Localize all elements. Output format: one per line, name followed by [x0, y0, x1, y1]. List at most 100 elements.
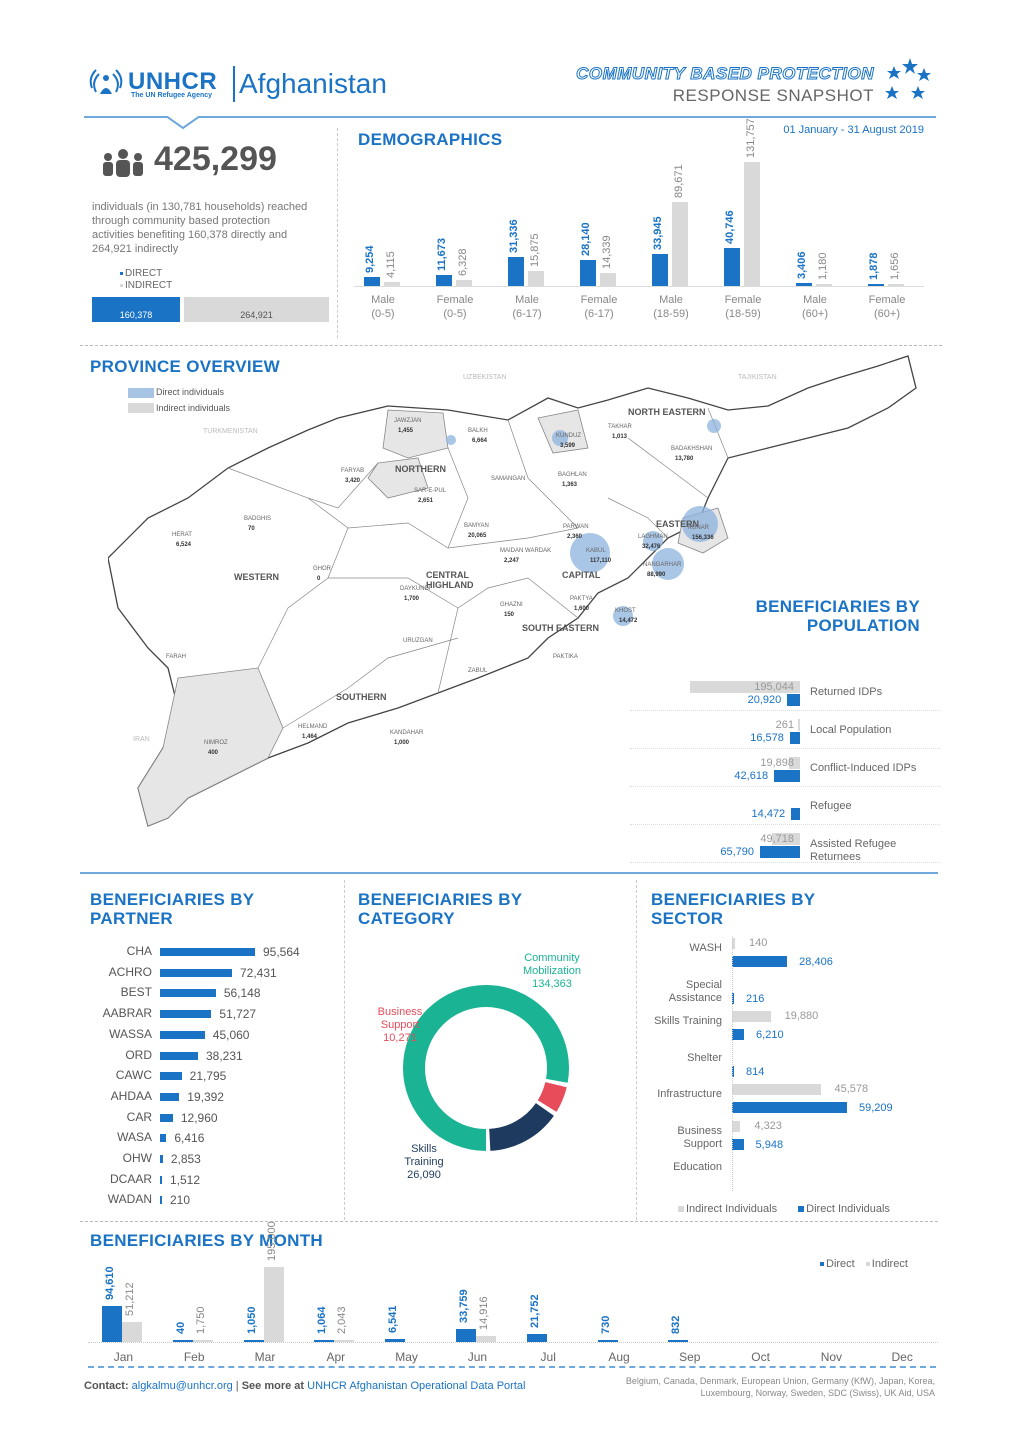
- legend-indirect-swatch: [120, 283, 123, 287]
- map-province-12: NANGARHAR: [643, 562, 682, 568]
- footer-contact: Contact: algkalmu@unhcr.org | See more a…: [84, 1380, 526, 1392]
- partner-name-1: ACHRO: [108, 964, 152, 979]
- partner-bar-11: [160, 1175, 162, 1184]
- month-direct-value-0: 94,610: [104, 1265, 116, 1300]
- sector-title-2: SECTOR: [651, 909, 724, 928]
- map-legend-direct-swatch: [128, 387, 154, 398]
- month-legend-direct-swatch: [820, 1262, 824, 1267]
- pop-label-2: Conflict-Induced IDPs: [810, 762, 917, 774]
- month-label-9: Oct: [751, 1350, 770, 1364]
- category-label-1: Business Support 10,271: [370, 1006, 430, 1045]
- demo-indirect-bar-7: [888, 284, 904, 286]
- afghanistan-map: [108, 355, 917, 827]
- demo-indirect-value-7: 1,656: [889, 252, 901, 280]
- map-province-20: KHOST: [615, 608, 636, 614]
- map-province-value-26: 1,464: [302, 734, 318, 740]
- map-province-value-14: 6,524: [176, 542, 192, 548]
- header-pointer-icon: [166, 116, 200, 130]
- partner-bar-3: [160, 1010, 212, 1019]
- map-province-2: KUNDUZ: [556, 433, 581, 439]
- map-region-7: SOUTHERN: [336, 692, 387, 702]
- sector-legend-direct-swatch: [798, 1206, 805, 1213]
- demo-indirect-value-0: 4,115: [385, 251, 397, 279]
- sector-label-6: Education: [673, 1161, 722, 1173]
- demo-indirect-value-3: 14,339: [601, 234, 613, 269]
- demo-sublabel-5: (18-59): [725, 308, 761, 320]
- pop-indirect-bar-1: [798, 719, 800, 731]
- sector-label-0: WASH: [689, 942, 722, 954]
- month-direct-value-8: 832: [670, 1315, 683, 1334]
- contact-email-link[interactable]: algkalmu@unhcr.org: [131, 1380, 233, 1392]
- country-name: Afghanistan: [239, 68, 387, 99]
- sector-label-5: Business: [677, 1124, 722, 1137]
- map-province-value-18: 150: [504, 612, 515, 618]
- pop-direct-bar-0: [787, 694, 800, 706]
- map-province-15: GHOR: [313, 566, 331, 572]
- header-rule: [84, 116, 936, 118]
- category-arc-0: [403, 985, 569, 1151]
- partner-bar-0: [160, 948, 255, 956]
- map-legend-indirect-swatch: [128, 403, 154, 414]
- demo-indirect-value-2: 15,875: [529, 233, 541, 268]
- demo-label-6: Male: [803, 294, 827, 306]
- map-province-value-3: 1,013: [612, 434, 628, 440]
- pop-label-1: Local Population: [810, 724, 892, 736]
- map-province-26: HELMAND: [298, 724, 328, 730]
- sector-legend-indirect-swatch: [678, 1206, 684, 1213]
- month-label-1: Feb: [183, 1350, 205, 1364]
- map-province-value-5: 3,420: [345, 478, 361, 484]
- map-province-value-28: 32,476: [642, 544, 661, 550]
- month-legend-indirect-swatch: [865, 1262, 870, 1267]
- month-label-3: Apr: [326, 1350, 346, 1364]
- demo-direct-value-5: 40,746: [724, 209, 736, 244]
- demo-label-7: Female: [868, 294, 906, 306]
- partner-bar-10: [160, 1155, 163, 1163]
- map-province-8: BAGHLAN: [558, 472, 587, 478]
- demo-sublabel-0: (0-5): [371, 308, 395, 320]
- sector-indirect-bar-5: [732, 1120, 741, 1132]
- category-label-1-value: 10,271: [383, 1032, 417, 1044]
- partner-bar-4: [160, 1030, 205, 1039]
- map-province-5: FARYAB: [341, 468, 365, 474]
- map-province-4: BADAKHSHAN: [671, 446, 713, 452]
- demo-direct-value-3: 28,140: [580, 221, 592, 256]
- month-direct-bar-1: [172, 1340, 193, 1342]
- demo-indirect-value-1: 6,328: [457, 248, 469, 277]
- demo-indirect-value-5: 131,757: [745, 118, 757, 158]
- pop-label-3: Refugee: [810, 800, 852, 812]
- partner-bar-1: [160, 968, 232, 977]
- demo-direct-value-1: 11,673: [436, 237, 448, 271]
- sector-indirect-value-2: 19,880: [784, 1010, 819, 1022]
- map-region-0: NORTH EASTERN: [628, 407, 706, 417]
- pop-direct-value-0: 20,920: [747, 694, 782, 706]
- kpi-split-bar: 160,378 264,921: [92, 297, 329, 322]
- map-legend-indirect: Indirect individuals: [156, 402, 231, 413]
- map-province-value-0: 1,455: [398, 428, 414, 434]
- map-province-16: MAIDAN WARDAK: [500, 548, 552, 554]
- month-indirect-bar-2: [263, 1267, 284, 1342]
- pop-direct-bar-4: [760, 846, 800, 858]
- map-province-18: GHAZNI: [500, 602, 523, 608]
- demo-axis: [354, 286, 924, 287]
- map-province-27: KANDAHAR: [390, 730, 424, 736]
- portal-link[interactable]: UNHCR Afghanistan Operational Data Porta…: [307, 1380, 526, 1392]
- month-indirect-value-2: 195,000: [265, 1221, 278, 1261]
- partner-bar-5: [160, 1051, 198, 1060]
- category-label-0: Community Mobilization 134,363: [510, 952, 594, 991]
- pop-indirect-value-1: 261: [775, 719, 794, 731]
- demo-indirect-bar-0: [384, 282, 400, 286]
- partner-name-12: WADAN: [107, 1192, 152, 1207]
- sector-indirect-bar-0: [732, 938, 735, 949]
- pop-direct-bar-2: [774, 770, 800, 782]
- sector-indirect-value-4: 45,578: [834, 1083, 869, 1095]
- month-direct-bar-0: [102, 1305, 122, 1342]
- month-direct-bar-6: [526, 1333, 547, 1342]
- map-province-value-17: 1,700: [404, 596, 420, 602]
- demo-direct-value-0: 9,254: [364, 245, 376, 274]
- map-region-4: WESTERN: [234, 572, 279, 582]
- pop-row-sep-2: [630, 786, 940, 787]
- map-country-2: TURKMENISTAN: [203, 428, 258, 435]
- partner-bar-8: [160, 1113, 173, 1122]
- category-label-2-value: 26,090: [407, 1169, 441, 1181]
- legend-indirect-label: INDIRECT: [125, 280, 173, 291]
